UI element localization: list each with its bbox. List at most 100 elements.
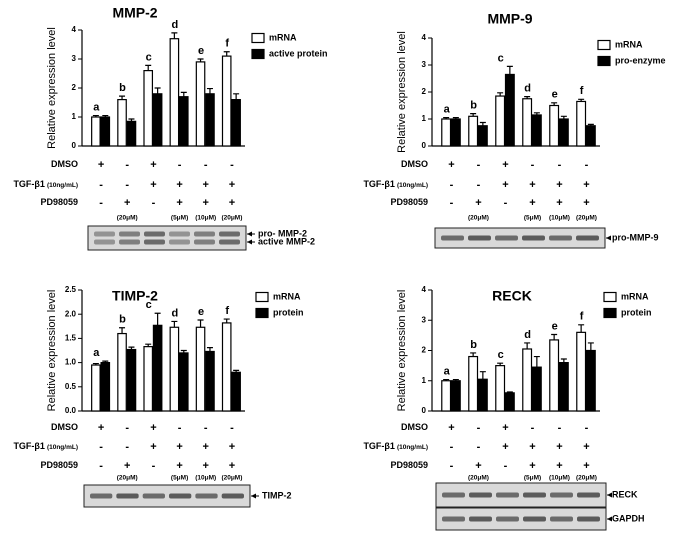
treatment-sign: +: [176, 441, 182, 453]
dose-label: (5μM): [524, 475, 541, 482]
blot-band: [169, 239, 190, 245]
treatment-note: (10ng/mL): [397, 444, 428, 451]
y-tick-label: 1: [422, 376, 427, 385]
bar: [126, 120, 137, 147]
bar: [531, 114, 542, 147]
blot-band: [219, 239, 240, 245]
treatment-sign: -: [230, 159, 234, 171]
significance-letter: d: [172, 307, 179, 319]
y-tick-label: 0: [72, 141, 77, 150]
bar: [195, 61, 206, 147]
significance-letter: f: [225, 38, 229, 50]
significance-letter: d: [524, 82, 531, 94]
treatment-sign: +: [556, 197, 562, 209]
treatment-sign: -: [99, 460, 103, 472]
bar: [531, 366, 542, 412]
significance-letter: b: [470, 100, 477, 112]
legend-swatch: [597, 55, 611, 67]
bar: [195, 326, 206, 412]
error-bar: [560, 115, 567, 119]
error-bar: [145, 64, 152, 71]
bar: [178, 352, 189, 412]
significance-letter: a: [444, 104, 451, 116]
bar: [450, 380, 461, 412]
treatment-sign: +: [203, 460, 209, 472]
y-tick-label: 3: [72, 54, 77, 63]
bar: [152, 93, 163, 147]
treatment-sign: +: [556, 179, 562, 191]
legend-label: active protein: [269, 48, 328, 58]
bar: [152, 324, 163, 412]
treatment-note: (10ng/mL): [47, 444, 78, 451]
y-tick-label: 4: [422, 33, 427, 42]
blot-band: [442, 492, 465, 498]
y-axis-label: Relative expression level: [46, 290, 58, 412]
blot-band: [144, 231, 165, 237]
blot-band: [142, 493, 165, 499]
significance-letter: a: [93, 347, 100, 359]
treatment-sign: +: [176, 179, 182, 191]
legend-label: pro-enzyme: [615, 55, 666, 65]
treatment-sign: -: [178, 159, 182, 171]
error-bar: [171, 32, 178, 39]
significance-letter: d: [524, 329, 531, 341]
treatment-name: PD98059: [40, 460, 78, 470]
blot-band: [468, 235, 491, 241]
bar: [221, 322, 232, 412]
treatment-sign: -: [125, 179, 129, 191]
treatment-note: (10ng/mL): [397, 182, 428, 189]
error-bar: [587, 123, 594, 126]
blot-band: [195, 493, 218, 499]
blot-label: TIMP-2: [262, 490, 292, 500]
blot-band: [194, 239, 215, 245]
dose-label: (20μM): [221, 215, 242, 222]
bar: [522, 348, 533, 412]
treatment-sign: +: [229, 197, 235, 209]
treatment-sign: -: [99, 197, 103, 209]
blot-band: [550, 492, 573, 498]
bar: [178, 96, 189, 147]
treatment-sign: -: [125, 159, 129, 171]
treatment-name: TGF-β1: [13, 441, 45, 451]
y-tick-label: 3: [422, 60, 427, 69]
chart-title: TIMP-2: [112, 288, 158, 304]
chart-title: MMP-9: [487, 11, 532, 27]
error-bar: [497, 362, 504, 366]
error-bar: [92, 114, 99, 117]
treatment-sign: -: [99, 179, 103, 191]
dose-label: (20μM): [576, 215, 597, 222]
significance-letter: e: [198, 45, 204, 57]
blot-label: pro- MMP-2: [258, 228, 307, 238]
arrow-head: [606, 235, 611, 241]
significance-letter: f: [580, 85, 584, 97]
treatment-label: DMSO: [51, 159, 78, 169]
blot-band: [496, 516, 519, 522]
treatment-sign: +: [124, 197, 130, 209]
blot-band: [90, 493, 113, 499]
dose-label: (5μM): [171, 475, 188, 482]
treatment-sign: +: [583, 197, 589, 209]
treatment-sign: -: [558, 422, 562, 434]
error-bar: [506, 65, 513, 75]
error-bar: [551, 333, 558, 340]
dose-label: (10μM): [195, 475, 216, 482]
treatment-sign: -: [125, 422, 129, 434]
error-bar: [223, 51, 230, 57]
significance-letter: b: [119, 82, 126, 94]
blot-band: [523, 516, 546, 522]
significance-letter: c: [146, 299, 152, 311]
error-bar: [533, 355, 540, 368]
bar: [205, 93, 215, 147]
bar: [576, 331, 587, 412]
arrow-head: [607, 516, 612, 522]
bar: [450, 118, 461, 147]
y-tick-label: 4: [422, 285, 427, 294]
blot-band: [577, 492, 600, 498]
bar: [504, 392, 515, 412]
error-bar: [197, 58, 204, 62]
treatment-sign: +: [150, 159, 156, 171]
treatment-sign: +: [176, 460, 182, 472]
treatment-sign: -: [152, 197, 156, 209]
treatment-sign: -: [450, 441, 454, 453]
